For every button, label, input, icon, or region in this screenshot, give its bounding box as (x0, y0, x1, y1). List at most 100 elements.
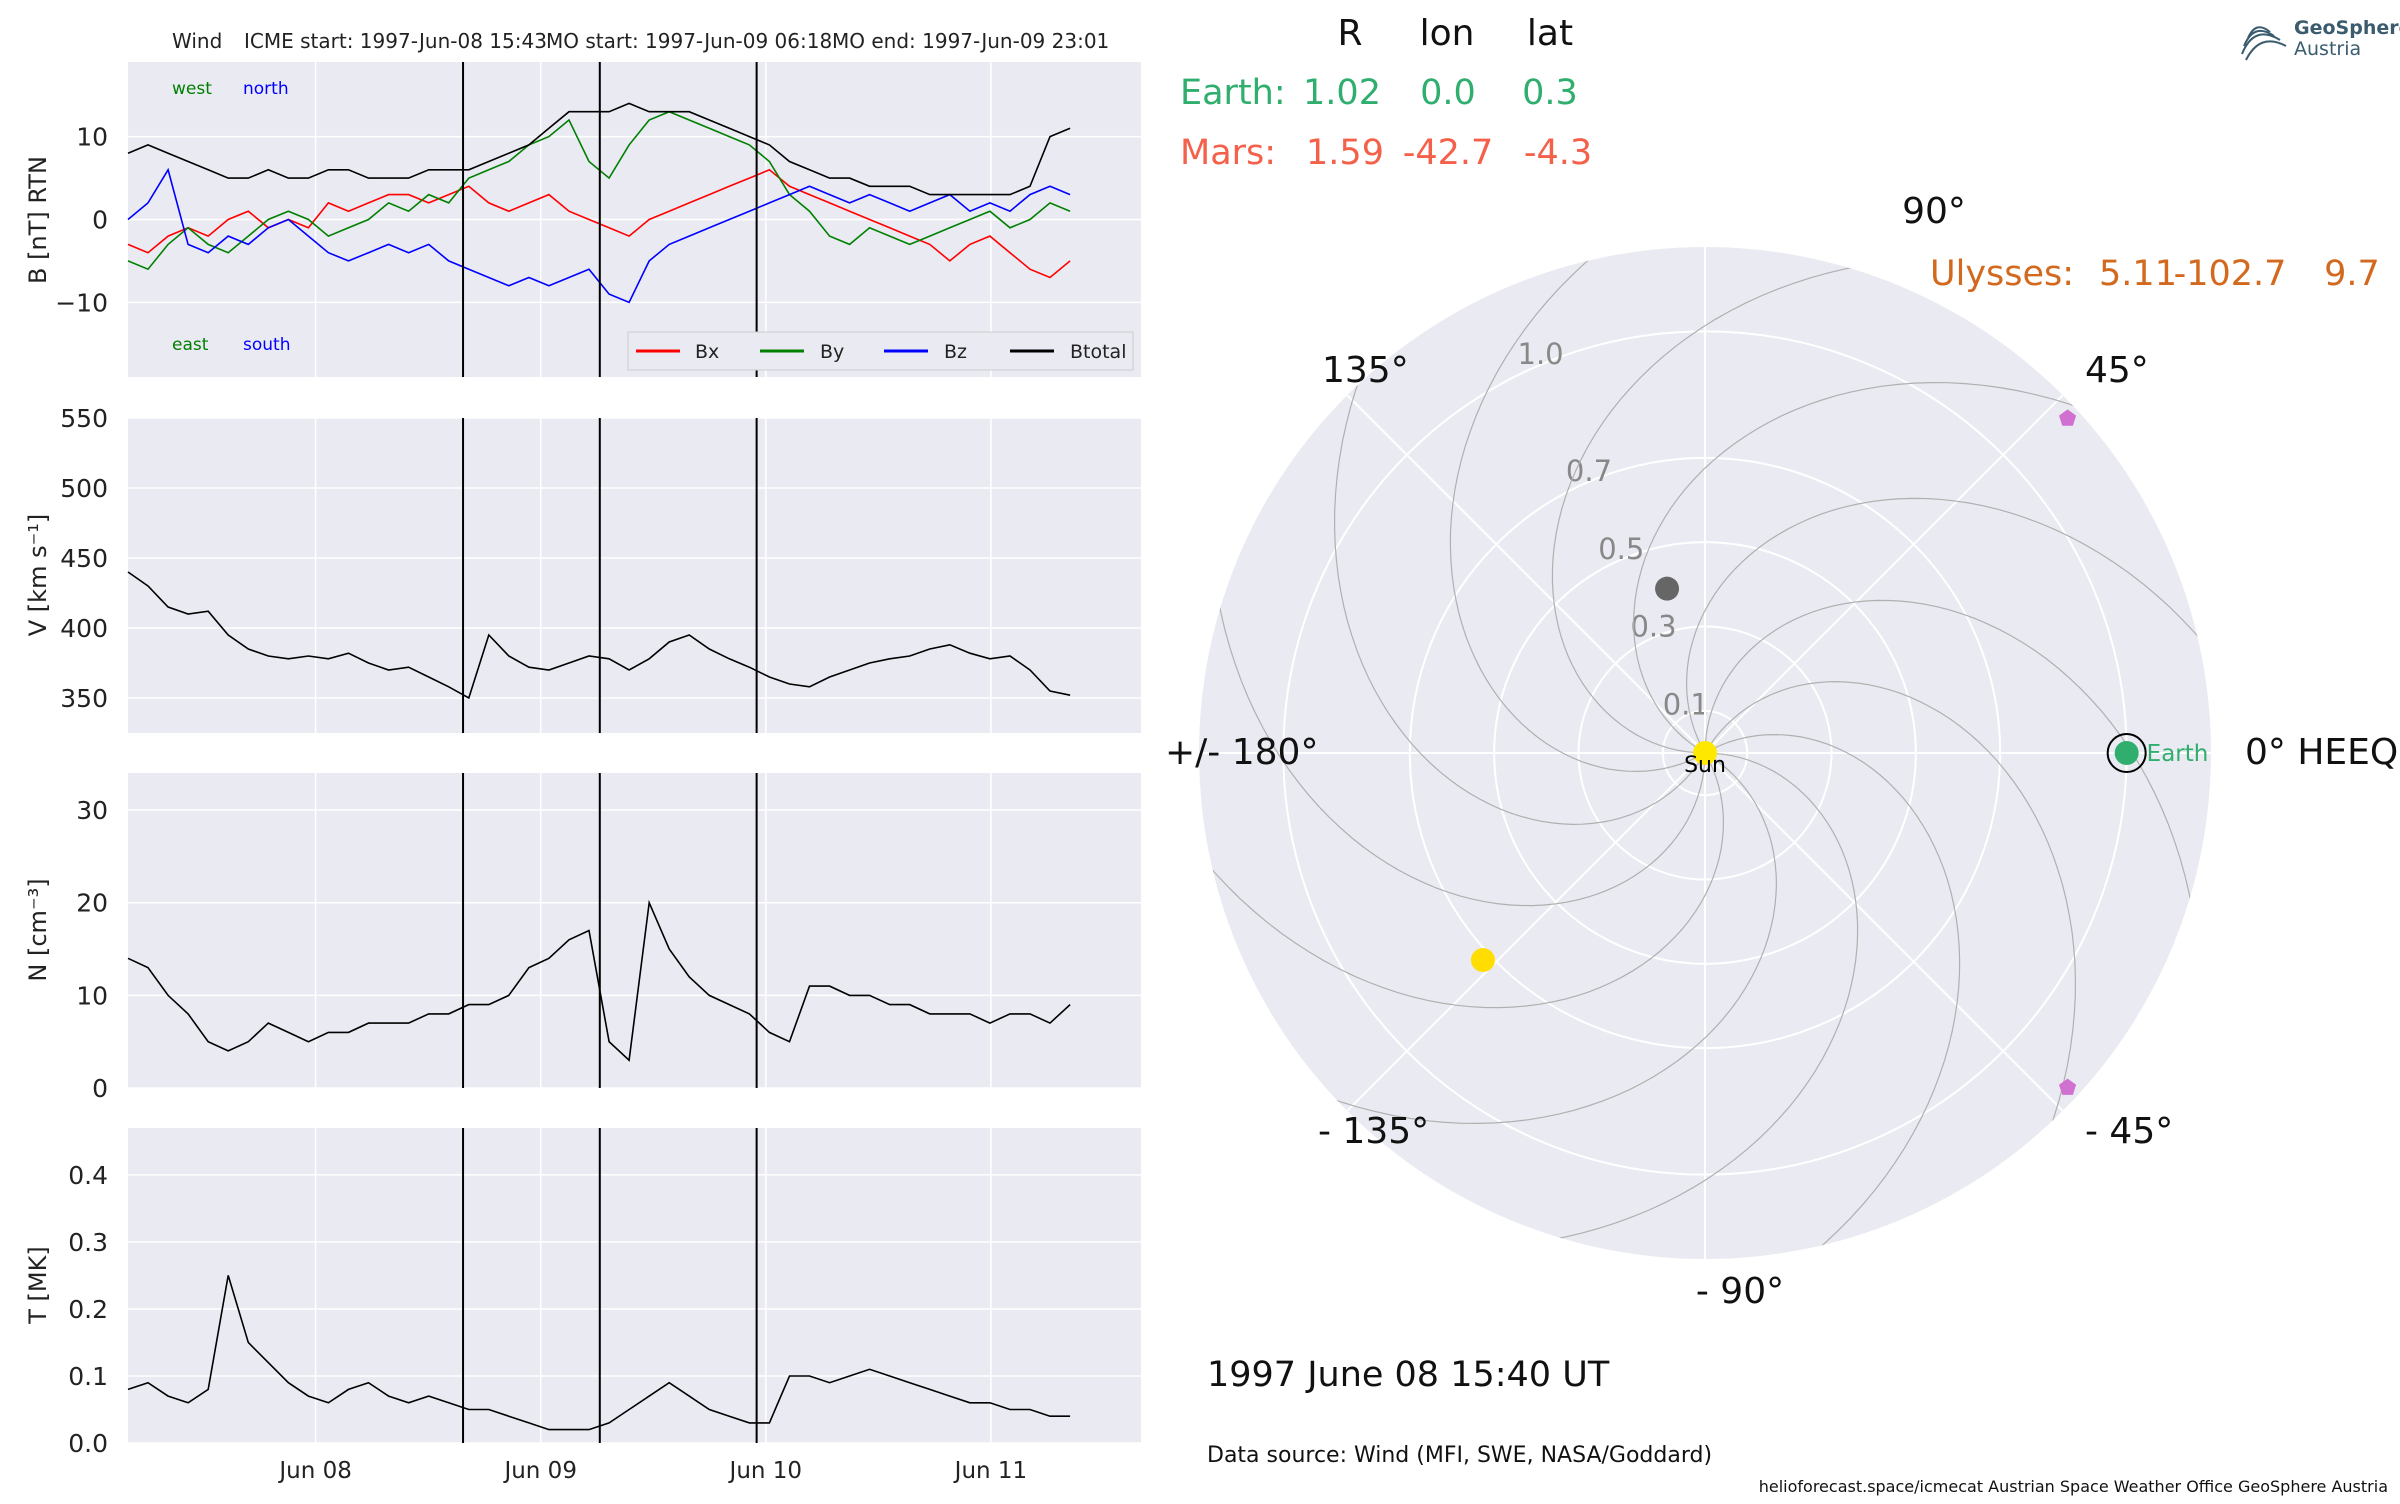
earth-row-name: Earth: (1180, 73, 1286, 113)
angle-label-135: 135° (1322, 350, 1409, 391)
v-panel-ylabel: V [km s⁻¹] (24, 514, 52, 636)
sun-label: Sun (1684, 753, 1726, 778)
data-source-label: Data source: Wind (MFI, SWE, NASA/Goddar… (1207, 1443, 1712, 1468)
t-panel-ylabel: T [MK] (24, 1246, 52, 1324)
angular-spoke (1704, 394, 2064, 754)
mercury-icon (1655, 576, 1680, 601)
legend-label-bz: Bz (944, 341, 967, 363)
parker-spiral (1449, 247, 1706, 773)
y-tick-label: 0.3 (68, 1228, 108, 1257)
y-tick-label: 30 (76, 796, 108, 825)
ulysses-row-lat: 9.7 (2324, 254, 2380, 294)
west-label: west (172, 79, 212, 99)
mars-row-lon: -42.7 (1403, 133, 1494, 173)
parker-spiral (1333, 334, 1706, 826)
pentagon-marker-icon (2059, 1078, 2077, 1095)
table-header-r: R (1337, 13, 1362, 54)
parker-spiral (1551, 259, 1904, 754)
parker-spirals (1199, 247, 2211, 1259)
grid-layer (128, 62, 1141, 1444)
ulysses-row-r: 5.11 (2099, 254, 2177, 294)
y-tick-label: 20 (76, 889, 108, 918)
parker-spiral (1506, 752, 1859, 1247)
y-tick-label: 0.4 (68, 1161, 108, 1190)
parker-spiral (1704, 680, 2077, 1172)
y-tick-label: 400 (60, 614, 108, 643)
polar-grid: 0.1 0.3 0.5 0.7 1.0 (1199, 247, 2211, 1259)
radial-tick-label: 0.7 (1566, 454, 1612, 488)
y-tick-label: 450 (60, 544, 108, 573)
mo-end-label: MO end: 1997-Jun-09 23:01 (832, 29, 1109, 53)
x-tick-label: Jun 11 (953, 1458, 1028, 1484)
mars-row-lat: -4.3 (1524, 133, 1592, 173)
ulysses-row-lon: -102.7 (2174, 254, 2287, 294)
y-tick-label: 10 (76, 981, 108, 1010)
south-label: south (243, 335, 290, 355)
polar-orbit-plot: 0.1 0.3 0.5 0.7 1.0 Sun Earth 90° - 90° 0° HE… (1165, 191, 2398, 1312)
planet-markers: Sun Earth (1470, 409, 2209, 1095)
mo-start-label: MO start: 1997-Jun-09 06:18 (546, 29, 832, 53)
y-tick-label: 550 (60, 404, 108, 433)
angle-label-minus90: - 90° (1696, 1271, 1784, 1312)
table-header-lon: lon (1420, 13, 1475, 54)
y-tick-label: 10 (76, 123, 108, 152)
sun-icon (1693, 741, 1717, 765)
angle-label-minus45: - 45° (2085, 1111, 2173, 1152)
legend-label-by: By (820, 341, 844, 363)
venus-icon (1470, 948, 1495, 973)
angle-label-0: 0° HEEQ (2245, 732, 2398, 773)
earth-row-lat: 0.3 (1522, 73, 1578, 113)
x-tick-label: Jun 09 (502, 1458, 577, 1484)
north-label: north (243, 79, 289, 99)
earth-ring (2106, 733, 2147, 773)
parker-spiral (1286, 752, 1778, 1125)
ulysses-row-name: Ulysses: (1930, 254, 2074, 294)
earth-icon (2114, 741, 2139, 765)
east-label: east (172, 335, 209, 355)
timestamp-label: 1997 June 08 15:40 UT (1207, 1355, 1610, 1395)
angle-label-180: +/- 180° (1165, 732, 1318, 773)
angular-spoke (1346, 394, 1706, 754)
earth-row-r: 1.02 (1303, 73, 1381, 113)
logo-line1: GeoSphere (2294, 17, 2400, 39)
y-tick-label: 0.0 (68, 1429, 108, 1458)
earth-label: Earth (2147, 741, 2209, 767)
legend-label-bx: Bx (695, 341, 719, 363)
panel-t-background (128, 1128, 1141, 1443)
logo-swirl-icon (2241, 26, 2287, 61)
y-tick-label: 500 (60, 474, 108, 503)
x-tick-label: Jun 10 (728, 1458, 803, 1484)
mars-row-name: Mars: (1180, 133, 1276, 173)
radial-tick-label: 1.0 (1518, 337, 1564, 371)
b-legend: Bx By Bz Btotal (627, 331, 1134, 371)
parker-spiral (1211, 554, 1706, 907)
x-tick-label: Jun 08 (277, 1458, 352, 1484)
y-tick-label: 0.2 (68, 1295, 108, 1324)
panel-v-background (128, 418, 1141, 733)
y-tick-label: −10 (55, 288, 108, 317)
credits-label: helioforecast.space/icmecat Austrian Spa… (1759, 1477, 2388, 1496)
y-tick-label: 350 (60, 684, 108, 713)
earth-row-lon: 0.0 (1420, 73, 1476, 113)
radial-tick-label: 0.3 (1630, 610, 1676, 644)
y-tick-label: 0 (92, 1074, 108, 1103)
logo-line2: Austria (2294, 38, 2361, 60)
geosphere-logo: GeoSphere Austria (2241, 17, 2400, 61)
radial-tick-label: 0.1 (1663, 688, 1709, 722)
radial-tick-label: 0.5 (1598, 532, 1644, 566)
parker-spiral (1704, 733, 1961, 1259)
angular-spoke (1346, 752, 1706, 1112)
y-tick-label: 0 (92, 206, 108, 235)
parker-spiral (1685, 497, 2211, 754)
angle-label-45: 45° (2085, 350, 2149, 391)
angle-label-90: 90° (1902, 191, 1966, 232)
panel-n-background (128, 773, 1141, 1088)
spacecraft-name: Wind (172, 29, 222, 53)
n-panel-ylabel: N [cm⁻³] (24, 878, 52, 981)
parker-spiral (1704, 599, 2199, 952)
b-panel-ylabel: B [nT] RTN (24, 156, 52, 284)
tick-labels: 10 0 −10 550 500 450 400 350 30 20 10 0 0.4 0.3 0.2 0.1… (55, 123, 1027, 1484)
legend-box (627, 331, 1134, 371)
